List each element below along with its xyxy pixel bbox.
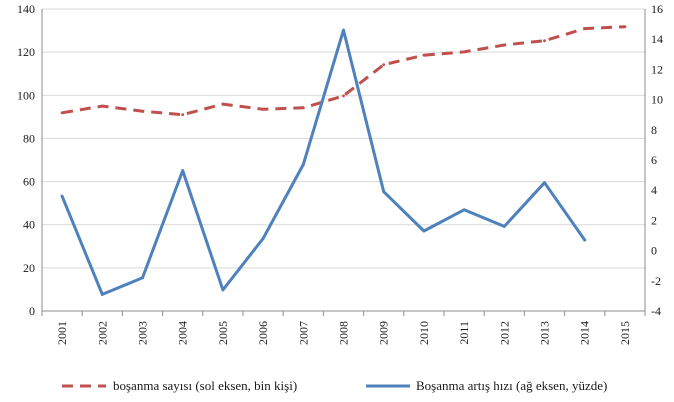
y-right-tick-label: 10 [651,93,663,107]
data-point [261,107,265,111]
y-right-tick-label: -2 [651,274,661,288]
y-left-tick-label: 100 [17,88,35,102]
data-point [301,106,305,110]
gridlines [42,8,645,269]
data-point [301,163,305,166]
data-point [181,169,185,172]
x-tick-label: 2003 [136,321,150,345]
data-point [221,288,225,292]
data-point [221,102,225,106]
data-point [100,292,104,296]
series-line-divorce-count [61,25,625,117]
x-tick-label: 2014 [578,321,592,345]
data-point [422,229,426,233]
axes: 0 20 40 60 80 100 120 140 -4 -2 0 2 4 6 8 10 12 14 16 2001 2… [17,2,663,345]
data-point [342,94,345,98]
x-tick-label: 2013 [538,321,552,345]
data-point [623,25,627,29]
x-tick-label: 2006 [256,321,270,345]
y-right-tick-label: 4 [651,183,657,197]
x-tick-label: 2004 [176,321,190,345]
data-point [502,43,506,47]
x-tick-label: 2007 [296,321,310,345]
y-right-tick-label: 12 [651,62,663,76]
legend: boşanma sayısı (sol eksen, bin kişi) Boş… [62,378,607,393]
y-left-tick-label: 120 [17,45,35,59]
y-right-tick-label: 14 [651,32,663,46]
legend-label-divorce-growth: Boşanma artış hızı (ağ eksen, yüzde) [416,378,607,393]
y-left-tick-label: 40 [23,218,35,232]
data-point [181,113,185,117]
y-right-tick-label: 16 [651,2,663,16]
y-right-tick-label: 0 [651,244,657,258]
data-point [382,190,386,194]
data-point [543,39,546,43]
y-left-tick-label: 0 [29,304,35,318]
y-left-tick-label: 140 [17,2,35,16]
x-tick-label: 2001 [55,321,69,345]
y-right-tick-label: -4 [651,304,661,318]
x-tick-label: 2011 [457,321,471,345]
x-tick-label: 2012 [497,321,511,345]
data-point [141,109,144,113]
x-tick-label: 2002 [95,321,109,345]
series-line-divorce-growth [60,28,587,296]
data-point [422,53,426,57]
data-point [462,208,466,212]
data-point [60,111,64,115]
x-tick-label: 2008 [337,321,351,345]
legend-label-divorce-count: boşanma sayısı (sol eksen, bin kişi) [113,378,297,393]
data-point [462,50,466,54]
x-tick-label: 2009 [377,321,391,345]
y-right-tick-label: 6 [651,153,657,167]
data-point [583,27,587,31]
x-tick-label: 2015 [618,321,632,345]
data-point [60,194,64,198]
data-point [543,181,546,185]
y-left-tick-label: 60 [23,175,35,189]
series [60,25,627,296]
data-point [583,238,587,242]
y-right-tick-label: 2 [651,213,657,227]
y-left-tick-label: 20 [23,261,35,275]
data-point [100,104,104,108]
data-point [261,237,265,240]
x-tick-label: 2005 [216,321,230,345]
y-left-tick-label: 80 [23,131,35,145]
data-point [141,276,144,280]
x-tick-label: 2010 [417,321,431,345]
data-point [342,28,345,32]
y-right-tick-label: 8 [651,123,657,137]
data-point [382,63,386,67]
data-point [502,225,506,228]
